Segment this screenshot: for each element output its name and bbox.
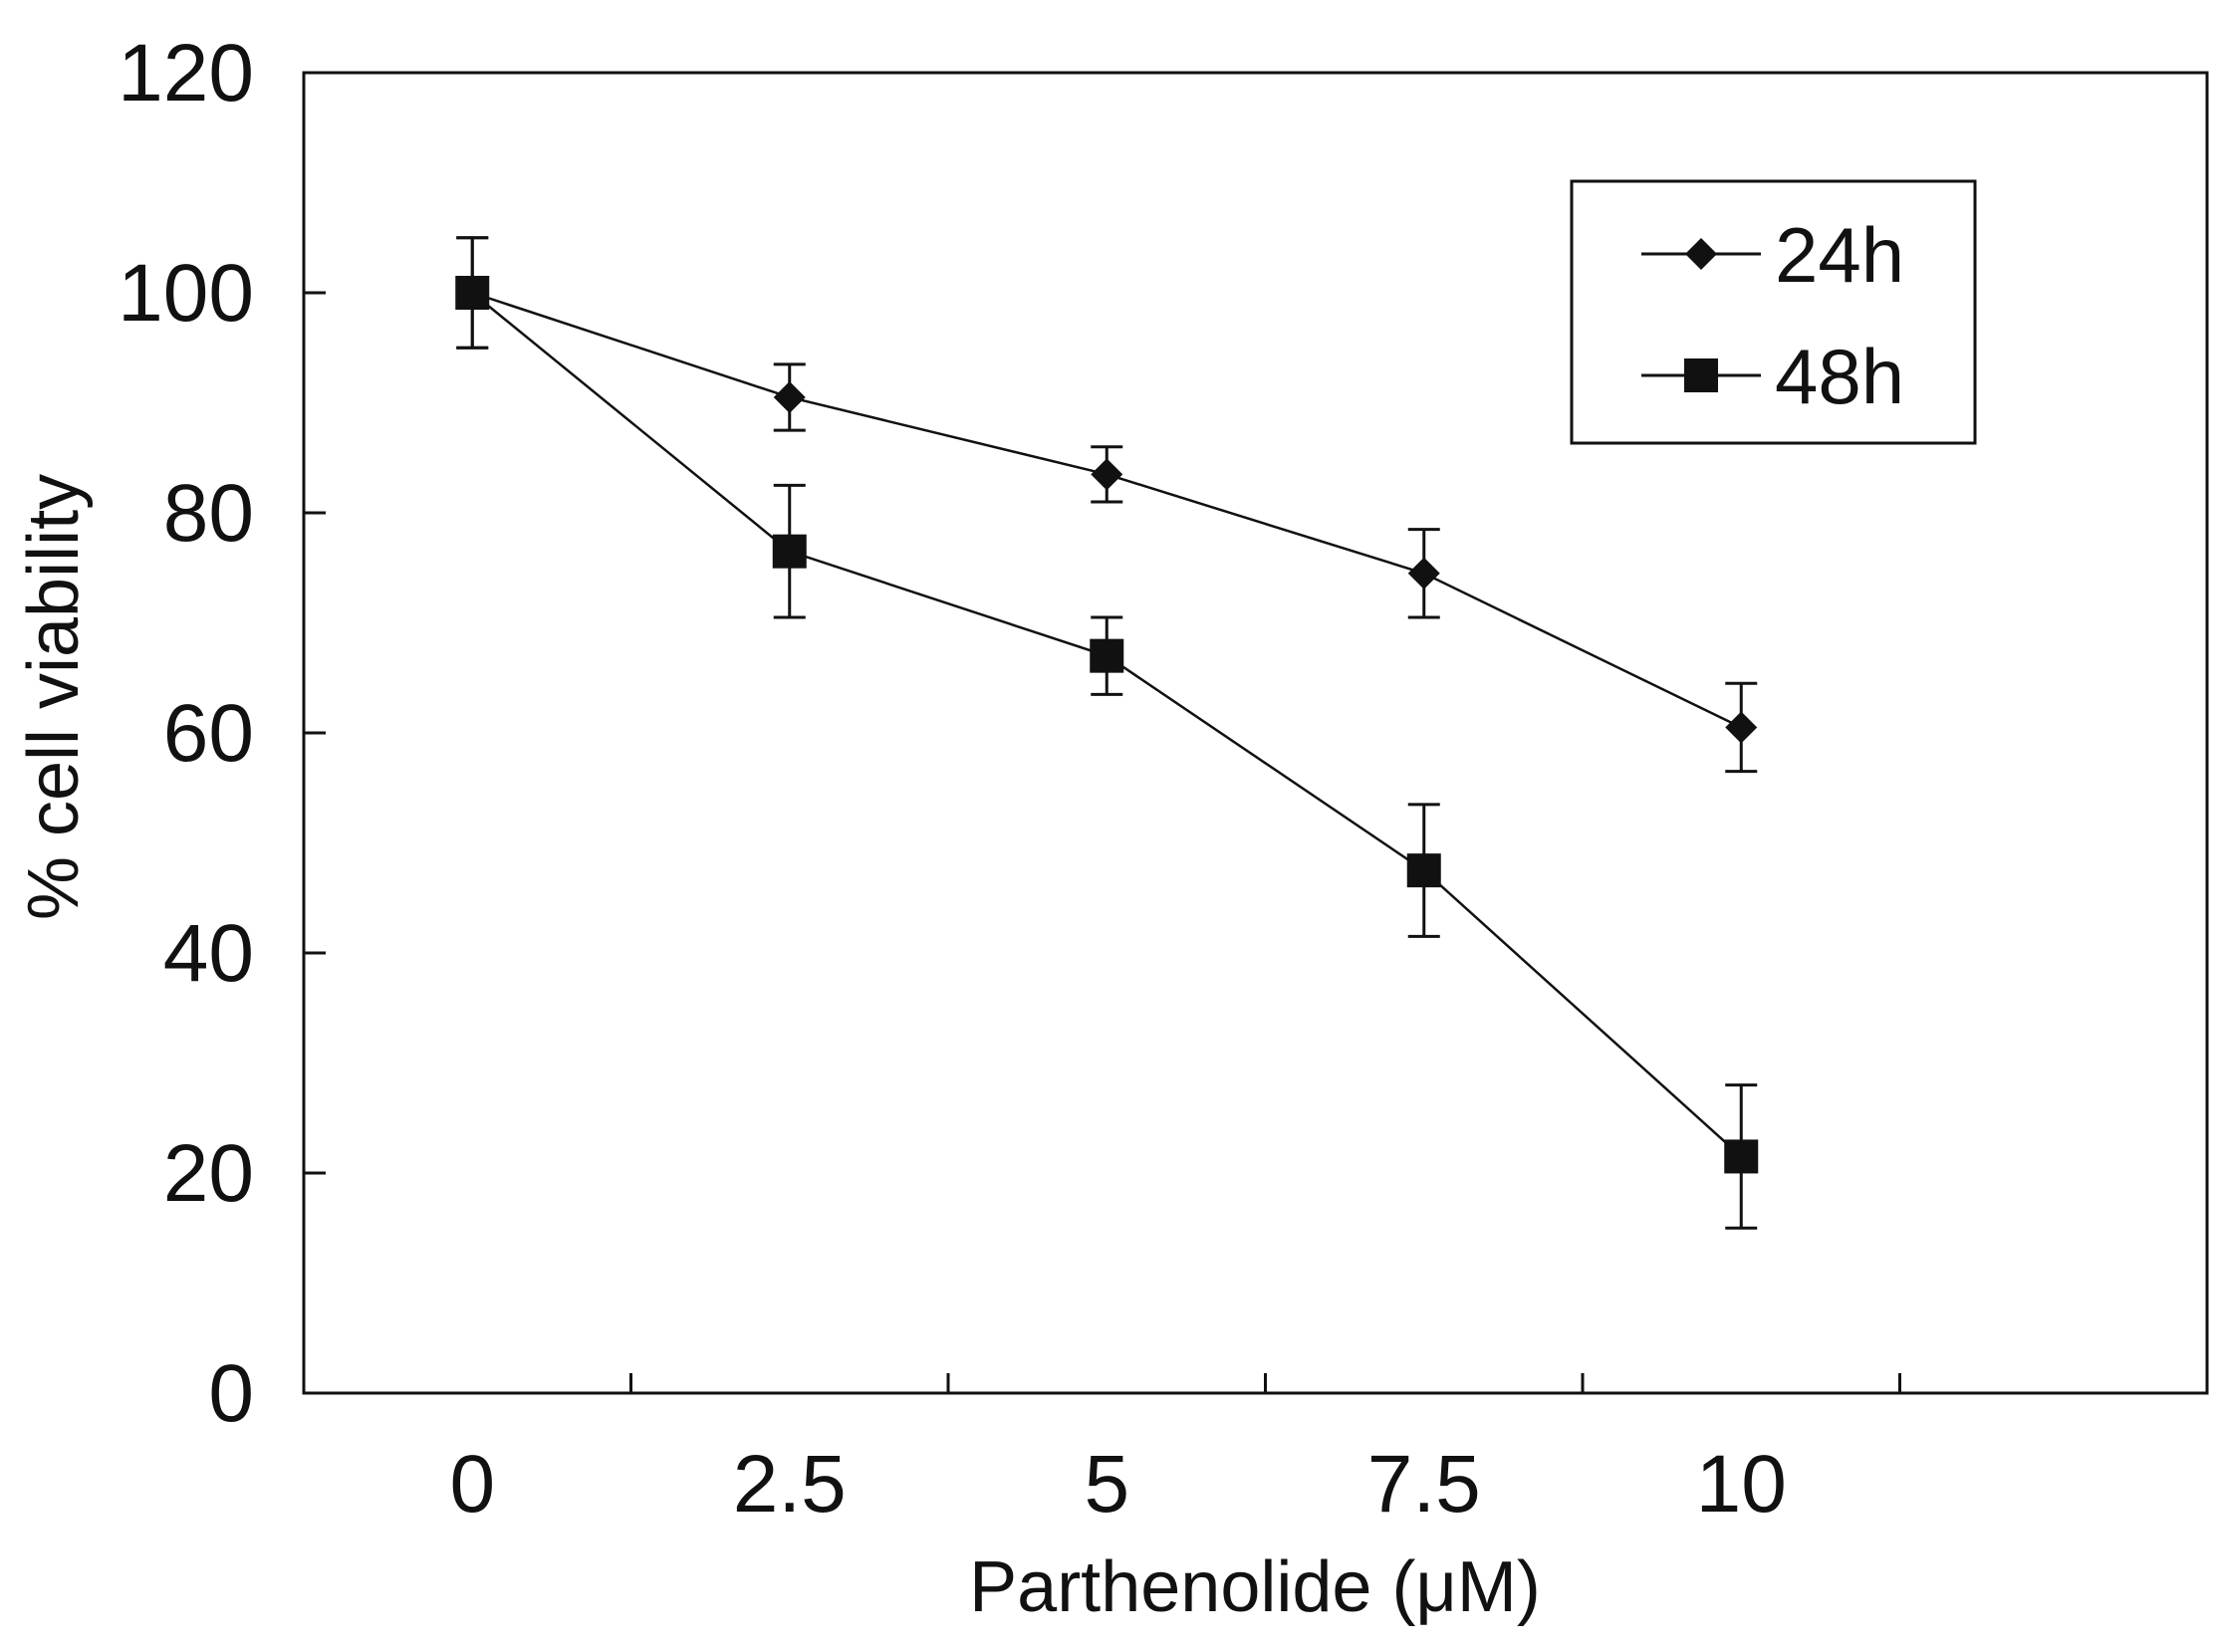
legend-marker (1684, 358, 1718, 392)
data-point (1091, 458, 1123, 491)
y-tick-label: 40 (163, 908, 254, 999)
legend-box (1570, 179, 1977, 445)
y-tick-label: 20 (163, 1128, 254, 1219)
series-48h (455, 236, 1759, 1230)
data-point (1090, 638, 1124, 673)
data-point (773, 380, 806, 413)
data-point (455, 276, 490, 310)
y-tick-label: 0 (208, 1348, 254, 1439)
data-point (1406, 853, 1441, 888)
x-tick-label: 7.5 (1367, 1439, 1481, 1530)
data-point (772, 534, 807, 569)
x-axis-title: Parthenolide (μM) (969, 1547, 1541, 1627)
x-tick-label: 5 (1084, 1439, 1129, 1530)
x-tick-label: 0 (449, 1439, 495, 1530)
x-axis: 0 2.5 5 7.5 10 (449, 1373, 1901, 1530)
series-line (471, 292, 1743, 1158)
y-axis: 0 20 40 60 80 100 120 (118, 28, 326, 1439)
data-point (1407, 557, 1440, 590)
x-tick-label: 10 (1696, 1439, 1787, 1530)
data-point (1725, 711, 1758, 744)
y-tick-label: 120 (118, 28, 254, 118)
legend-label: 24h (1775, 211, 1904, 299)
data-point (1724, 1139, 1759, 1174)
legend-label: 48h (1775, 333, 1904, 420)
y-tick-label: 100 (118, 248, 254, 339)
legend-marker (1685, 238, 1717, 270)
y-axis-title: % cell viability (14, 474, 94, 920)
x-tick-label: 2.5 (733, 1439, 847, 1530)
y-tick-label: 80 (163, 468, 254, 559)
y-tick-label: 60 (163, 688, 254, 779)
series-layer (455, 236, 1759, 1230)
